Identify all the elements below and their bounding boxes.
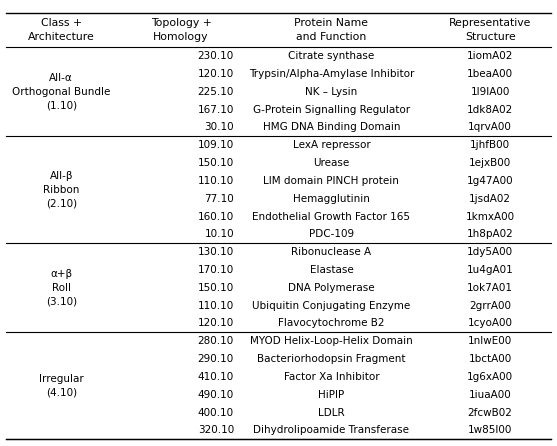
- Text: LDLR: LDLR: [318, 408, 345, 417]
- Text: 1jsdA02: 1jsdA02: [469, 194, 511, 204]
- Text: 1cyoA00: 1cyoA00: [468, 318, 512, 329]
- Text: Endothelial Growth Factor 165: Endothelial Growth Factor 165: [252, 211, 411, 222]
- Text: 150.10: 150.10: [198, 283, 234, 293]
- Text: All-α
Orthogonal Bundle
(1.10): All-α Orthogonal Bundle (1.10): [12, 73, 110, 111]
- Text: 490.10: 490.10: [198, 390, 234, 400]
- Text: 1bctA00: 1bctA00: [468, 354, 512, 364]
- Text: 320.10: 320.10: [198, 425, 234, 435]
- Text: Elastase: Elastase: [310, 265, 353, 275]
- Text: 1g6xA00: 1g6xA00: [467, 372, 513, 382]
- Text: HMG DNA Binding Domain: HMG DNA Binding Domain: [263, 123, 400, 132]
- Text: 109.10: 109.10: [198, 140, 234, 150]
- Text: 1l9lA00: 1l9lA00: [471, 87, 510, 97]
- Text: Topology +
Homology: Topology + Homology: [150, 18, 212, 42]
- Text: 280.10: 280.10: [198, 336, 234, 346]
- Text: 160.10: 160.10: [198, 211, 234, 222]
- Text: 30.10: 30.10: [204, 123, 234, 132]
- Text: 1dk8A02: 1dk8A02: [467, 105, 514, 115]
- Text: LexA repressor: LexA repressor: [292, 140, 370, 150]
- Text: 1ok7A01: 1ok7A01: [467, 283, 513, 293]
- Text: 2grrA00: 2grrA00: [469, 301, 511, 311]
- Text: 10.10: 10.10: [204, 229, 234, 240]
- Text: Trypsin/Alpha-Amylase Inhibitor: Trypsin/Alpha-Amylase Inhibitor: [249, 69, 414, 79]
- Text: 1iuaA00: 1iuaA00: [469, 390, 511, 400]
- Text: 120.10: 120.10: [198, 69, 234, 79]
- Text: 167.10: 167.10: [198, 105, 234, 115]
- Text: Urease: Urease: [313, 158, 350, 168]
- Text: DNA Polymerase: DNA Polymerase: [288, 283, 375, 293]
- Text: Representative
Structure: Representative Structure: [449, 18, 531, 42]
- Text: 1jhfB00: 1jhfB00: [470, 140, 510, 150]
- Text: 1kmxA00: 1kmxA00: [466, 211, 515, 222]
- Text: 1u4gA01: 1u4gA01: [467, 265, 514, 275]
- Text: 290.10: 290.10: [198, 354, 234, 364]
- Text: 230.10: 230.10: [198, 51, 234, 61]
- Text: 1dy5A00: 1dy5A00: [467, 247, 513, 257]
- Text: 1iomA02: 1iomA02: [467, 51, 514, 61]
- Text: Citrate synthase: Citrate synthase: [289, 51, 374, 61]
- Text: α+β
Roll
(3.10): α+β Roll (3.10): [46, 269, 77, 307]
- Text: All-β
Ribbon
(2.10): All-β Ribbon (2.10): [43, 171, 80, 209]
- Text: Class +
Architecture: Class + Architecture: [28, 18, 95, 42]
- Text: 1g47A00: 1g47A00: [467, 176, 514, 186]
- Text: Ribonuclease A: Ribonuclease A: [291, 247, 372, 257]
- Text: HiPIP: HiPIP: [318, 390, 345, 400]
- Text: 1h8pA02: 1h8pA02: [467, 229, 514, 240]
- Text: NK – Lysin: NK – Lysin: [305, 87, 358, 97]
- Text: 400.10: 400.10: [198, 408, 234, 417]
- Text: 130.10: 130.10: [198, 247, 234, 257]
- Text: 410.10: 410.10: [198, 372, 234, 382]
- Text: 110.10: 110.10: [198, 301, 234, 311]
- Text: Factor Xa Inhibitor: Factor Xa Inhibitor: [284, 372, 379, 382]
- Text: Irregular
(4.10): Irregular (4.10): [39, 374, 84, 398]
- Text: Flavocytochrome B2: Flavocytochrome B2: [278, 318, 385, 329]
- Text: PDC-109: PDC-109: [309, 229, 354, 240]
- Text: 1qrvA00: 1qrvA00: [468, 123, 512, 132]
- Text: Bacteriorhodopsin Fragment: Bacteriorhodopsin Fragment: [257, 354, 405, 364]
- Text: 77.10: 77.10: [204, 194, 234, 204]
- Text: 2fcwB02: 2fcwB02: [468, 408, 512, 417]
- Text: 110.10: 110.10: [198, 176, 234, 186]
- Text: 1w85I00: 1w85I00: [468, 425, 512, 435]
- Text: 225.10: 225.10: [198, 87, 234, 97]
- Text: 1beaA00: 1beaA00: [467, 69, 513, 79]
- Text: 170.10: 170.10: [198, 265, 234, 275]
- Text: Protein Name
and Function: Protein Name and Function: [295, 18, 368, 42]
- Text: 1nlwE00: 1nlwE00: [468, 336, 512, 346]
- Text: 150.10: 150.10: [198, 158, 234, 168]
- Text: Ubiquitin Conjugating Enzyme: Ubiquitin Conjugating Enzyme: [252, 301, 411, 311]
- Text: 120.10: 120.10: [198, 318, 234, 329]
- Text: Hemagglutinin: Hemagglutinin: [293, 194, 370, 204]
- Text: Dihydrolipoamide Transferase: Dihydrolipoamide Transferase: [253, 425, 409, 435]
- Text: MYOD Helix-Loop-Helix Domain: MYOD Helix-Loop-Helix Domain: [250, 336, 413, 346]
- Text: G-Protein Signalling Regulator: G-Protein Signalling Regulator: [253, 105, 410, 115]
- Text: 1ejxB00: 1ejxB00: [469, 158, 511, 168]
- Text: LIM domain PINCH protein: LIM domain PINCH protein: [263, 176, 399, 186]
